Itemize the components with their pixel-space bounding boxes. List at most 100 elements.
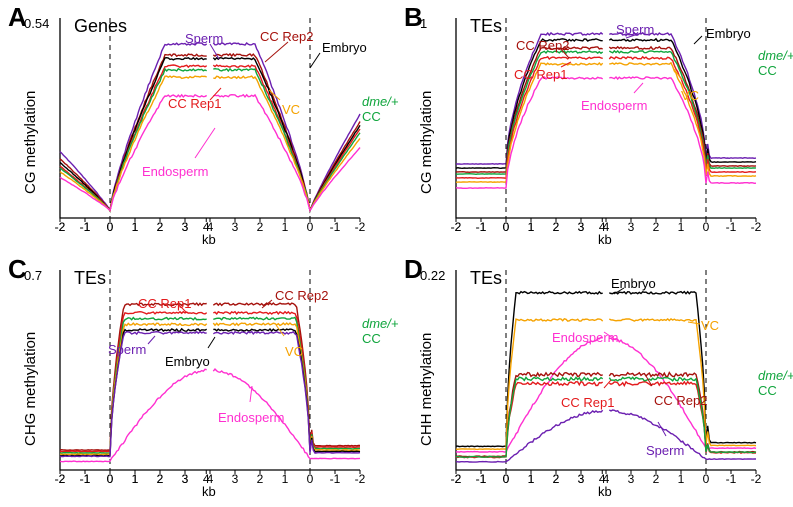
series-embryo [609,292,756,443]
series-endo [60,369,207,461]
xtick: -2 [451,472,462,486]
series-label-sperm: Sperm [185,31,223,46]
xtick: -2 [55,472,66,486]
xtick: 1 [678,472,685,486]
xlabel-C: kb [202,484,216,499]
xtick: 4 [599,220,606,234]
xtick: 1 [132,220,139,234]
xtick: 0 [107,220,114,234]
xtick: 0 [307,472,314,486]
xtick: -1 [726,472,737,486]
series-label-endo: Endosperm [581,98,647,113]
xtick: 0 [503,472,510,486]
series-label-cc2: CC Rep2 [275,288,328,303]
series-sperm [213,43,360,211]
xtick: 3 [182,472,189,486]
xtick: 1 [528,220,535,234]
series-label-cc1: CC Rep1 [138,296,191,311]
xtick: -2 [751,220,762,234]
ylabel-B: CG methylation [418,91,435,194]
series-vc [213,76,360,210]
series-label-sperm: Sperm [616,22,654,37]
series-label-sperm: Sperm [646,443,684,458]
plot-D [456,270,760,474]
xtick: -1 [726,220,737,234]
ylabel-A: CG methylation [22,91,39,194]
series-dme [60,318,207,454]
xtick: 3 [578,220,585,234]
series-label-dme: dme/+ [362,94,399,109]
xtick: 0 [107,472,114,486]
series-label-cc1: CC Rep1 [168,96,221,111]
ylabel-D: CHH methylation [418,333,435,446]
series-label-dme-cc: CC [758,383,777,398]
series-endo [60,95,207,211]
series-label-dme-cc: CC [758,63,777,78]
series-label-cc2: CC Rep2 [654,393,707,408]
series-label-vc: VC [701,318,719,333]
xlabel-A: kb [202,232,216,247]
series-label-cc1: CC Rep1 [561,395,614,410]
xtick: 2 [257,220,264,234]
series-label-embryo: Embryo [611,276,656,291]
series-label-vc: VC [681,88,699,103]
series-vc [609,319,756,446]
xlabel-B: kb [598,232,612,247]
series-sperm [456,410,603,462]
xtick: 2 [653,472,660,486]
xtick: -1 [330,220,341,234]
xtick: -1 [476,472,487,486]
xtick: -1 [80,472,91,486]
series-vc [213,323,360,450]
series-label-sperm: Sperm [108,342,146,357]
xtick: -2 [355,220,366,234]
series-label-endo: Endosperm [552,330,618,345]
xtick: 4 [203,220,210,234]
ymax-A: 0.54 [24,16,49,31]
xtick: 0 [703,220,710,234]
xtick: -2 [355,472,366,486]
series-label-vc: VC [285,344,303,359]
figure-root: { "layout":{ "panels":{ "A":{"letter":"A… [0,0,793,507]
plot-A [60,18,364,222]
xtick: -2 [751,472,762,486]
xlabel-D: kb [598,484,612,499]
series-embryo [456,292,603,447]
series-label-endo: Endosperm [218,410,284,425]
xtick: 1 [132,472,139,486]
xtick: 1 [678,220,685,234]
xtick: -2 [55,220,66,234]
series-label-dme: dme/+ [362,316,399,331]
xtick: 2 [157,220,164,234]
xtick: 2 [553,472,560,486]
xtick: 1 [528,472,535,486]
xtick: 3 [578,472,585,486]
xtick: 1 [282,220,289,234]
xtick: 1 [282,472,289,486]
series-dme [60,69,207,211]
series-dme [456,377,603,457]
xtick: 2 [157,472,164,486]
series-label-dme-cc: CC [362,109,381,124]
xtick: 3 [232,472,239,486]
xtick: -1 [80,220,91,234]
series-label-dme-cc: CC [362,331,381,346]
xtick: -2 [451,220,462,234]
series-label-embryo: Embryo [706,26,751,41]
xtick: 0 [503,220,510,234]
ylabel-C: CHG methylation [22,332,39,446]
xtick: -1 [476,220,487,234]
xtick: 0 [703,472,710,486]
xtick: -1 [330,472,341,486]
series-label-cc1: CC Rep1 [514,67,567,82]
xtick: 3 [232,220,239,234]
series-label-embryo: Embryo [165,354,210,369]
ymax-D: 0.22 [420,268,445,283]
ymax-C: 0.7 [24,268,42,283]
xtick: 2 [553,220,560,234]
xtick: 4 [203,472,210,486]
xtick: 0 [307,220,314,234]
series-vc [609,63,756,177]
series-dme [213,317,360,449]
series-dme [213,69,360,211]
